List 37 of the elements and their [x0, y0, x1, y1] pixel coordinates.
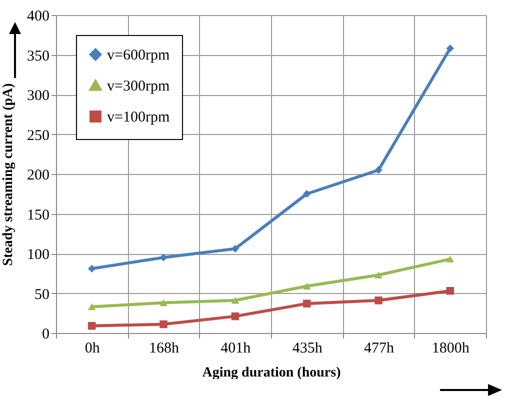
x-tick-label: 435h [292, 340, 323, 356]
y-tick-label: 250 [27, 128, 50, 144]
point [231, 244, 240, 253]
point [374, 272, 382, 278]
x-tick-label: 401h [220, 340, 252, 356]
y-tick-label: 350 [27, 48, 50, 64]
x-tick-label: 0h [84, 340, 100, 356]
point [160, 254, 168, 262]
legend-label: v=600rpm [107, 48, 170, 64]
y-tick-label: 0 [42, 326, 50, 342]
legend-label: v=100rpm [107, 110, 170, 126]
y-tick-label: 400 [27, 8, 50, 24]
point [231, 297, 240, 304]
point [160, 299, 168, 306]
point [88, 303, 96, 310]
y-axis-title: Steady streaming current (pA) [1, 82, 16, 266]
point [446, 44, 454, 52]
point [302, 300, 311, 308]
point [374, 296, 382, 304]
point [88, 322, 96, 330]
y-tick-label: 300 [27, 88, 50, 104]
point [88, 264, 96, 272]
point [302, 190, 311, 198]
y-tick-label: 200 [27, 168, 50, 184]
x-tick-label: 1800h [432, 340, 470, 356]
legend-label: v=300rpm [107, 78, 170, 94]
point [231, 312, 240, 320]
point [446, 286, 454, 295]
x-tick-label: 168h [149, 340, 180, 356]
y-tick-label: 150 [27, 207, 50, 224]
point [160, 320, 168, 328]
y-tick-label: 100 [27, 247, 50, 263]
point [446, 256, 454, 262]
y-tick-label: 50 [34, 286, 50, 303]
point [302, 282, 311, 290]
point [374, 166, 382, 174]
x-tick-label: 477h [364, 340, 394, 356]
